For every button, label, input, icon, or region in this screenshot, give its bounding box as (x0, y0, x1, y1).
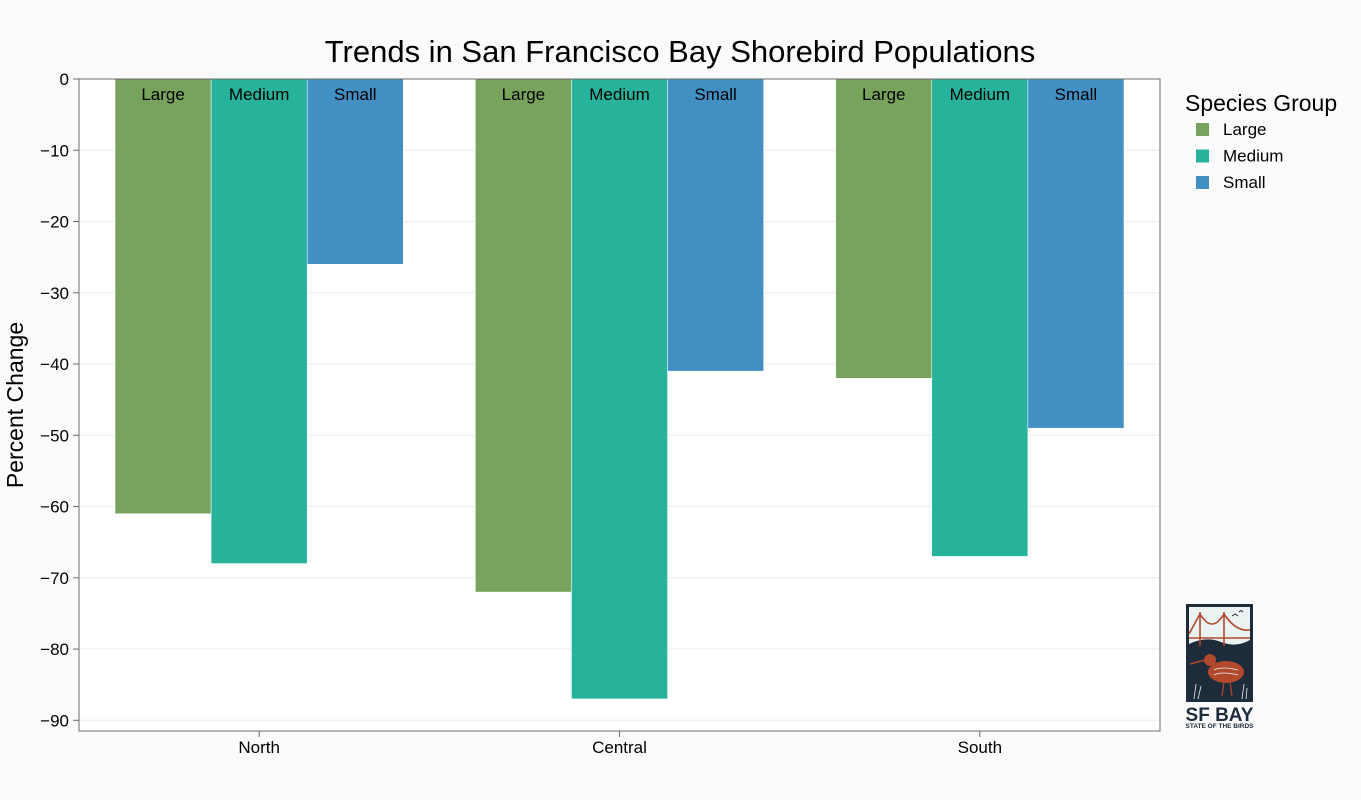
legend-swatch (1196, 123, 1209, 136)
y-tick-label: −60 (40, 498, 69, 517)
bar-north-large (114, 78, 212, 514)
y-tick-label: −80 (40, 640, 69, 659)
legend-swatch (1196, 149, 1209, 163)
logo-title: SF BAY (1186, 705, 1254, 726)
bar-label: Small (1055, 85, 1098, 104)
bar-central-small (667, 78, 764, 372)
y-tick-label: −20 (40, 213, 69, 232)
y-axis-label: Percent Change (2, 322, 28, 488)
y-tick-label: −10 (40, 141, 69, 160)
x-tick-label: North (238, 738, 280, 757)
bar-label: Medium (589, 85, 649, 104)
y-tick-label: −90 (40, 711, 69, 730)
y-tick-label: −40 (40, 355, 69, 374)
bars (114, 78, 1125, 700)
y-tick-label: −70 (40, 569, 69, 588)
bar-label: Small (694, 85, 737, 104)
bar-north-medium (210, 78, 308, 564)
legend: Species Group Large Medium Small (1185, 90, 1337, 192)
bridge-icon (1188, 612, 1251, 646)
x-tick-label: South (958, 738, 1002, 757)
bar-south-small (1027, 78, 1125, 429)
bar-south-medium (931, 78, 1029, 557)
sf-bay-logo: SF BAY STATE OF THE BIRDS (1185, 604, 1254, 730)
legend-label: Small (1223, 173, 1266, 192)
birds-icon (1231, 609, 1244, 617)
bar-central-medium (571, 78, 668, 700)
bar-south-large (835, 78, 933, 379)
bar-label: Large (502, 85, 545, 104)
bar-central-large (475, 78, 572, 593)
bar-label: Medium (950, 85, 1010, 104)
legend-label: Medium (1223, 147, 1283, 166)
bar-north-small (306, 78, 404, 265)
logo-subtitle: STATE OF THE BIRDS (1185, 723, 1254, 730)
legend-swatch (1196, 176, 1209, 189)
grass-icon (1193, 683, 1248, 700)
bar-label: Large (141, 85, 184, 104)
bar-labels: Large Medium Small Large Medium Small Large Med… (141, 85, 1097, 104)
y-tick-label: −50 (40, 426, 69, 445)
bar-label: Medium (229, 85, 289, 104)
legend-title: Species Group (1185, 90, 1337, 116)
y-tick-label: 0 (60, 70, 69, 89)
x-tick-label: Central (592, 738, 647, 757)
shorebird-icon (1189, 654, 1244, 697)
chart-title: Trends in San Francisco Bay Shorebird Po… (325, 34, 1036, 69)
y-tick-label: −30 (40, 284, 69, 303)
legend-label: Large (1223, 120, 1266, 139)
bar-label: Large (862, 85, 905, 104)
bar-label: Small (334, 85, 377, 104)
x-axis-ticks: North Central South (238, 731, 1002, 757)
y-axis-ticks: 0 −10 −20 −30 −40 −50 −60 −70 −80 −90 (40, 70, 79, 730)
